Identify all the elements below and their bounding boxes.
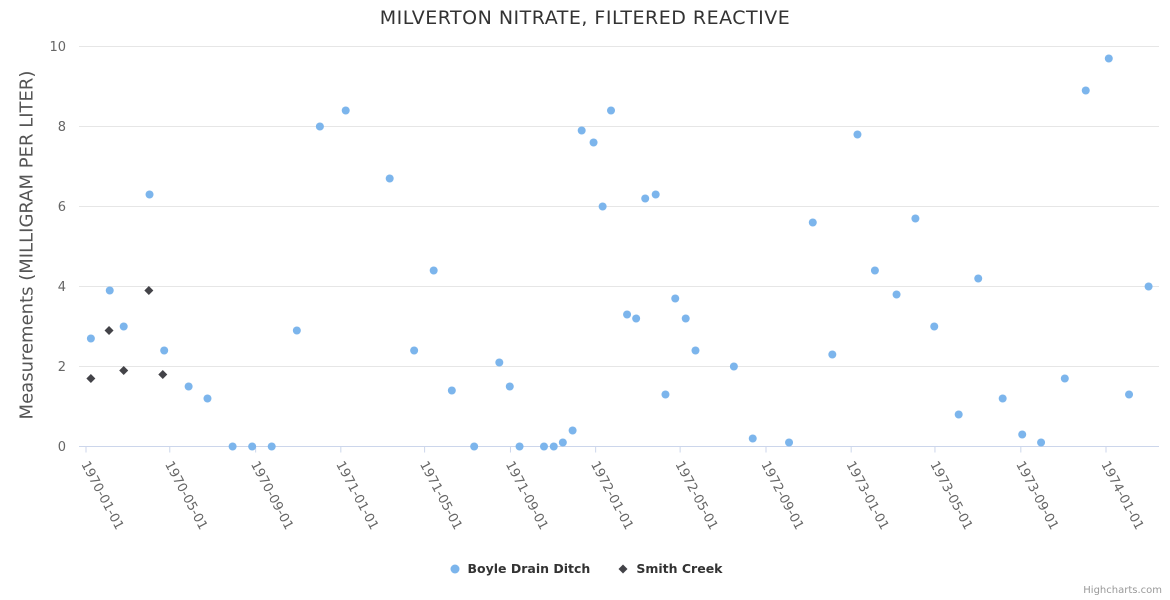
data-point[interactable]	[671, 294, 680, 303]
x-tick-label: 1971-01-01	[332, 459, 381, 533]
data-point[interactable]	[429, 266, 438, 275]
credits-link[interactable]: Highcharts.com	[1083, 585, 1162, 596]
data-point[interactable]	[930, 322, 939, 331]
x-tick-label: 1972-09-01	[757, 459, 806, 533]
data-point[interactable]	[145, 190, 154, 199]
data-point[interactable]	[292, 326, 301, 335]
data-point[interactable]	[974, 274, 983, 283]
data-point[interactable]	[828, 350, 837, 359]
x-tick-label: 1970-01-01	[77, 459, 126, 533]
x-tick-label: 1974-01-01	[1097, 459, 1146, 533]
data-point[interactable]	[641, 194, 650, 203]
y-tick-label: 6	[58, 200, 66, 215]
data-point[interactable]	[691, 346, 700, 355]
data-point[interactable]	[1144, 282, 1153, 291]
data-point[interactable]	[785, 438, 794, 447]
x-tick-label: 1973-05-01	[926, 459, 975, 533]
data-point[interactable]	[729, 362, 738, 371]
data-point[interactable]	[385, 174, 394, 183]
x-tick-label: 1970-05-01	[161, 459, 210, 533]
x-tick-label: 1973-01-01	[843, 459, 892, 533]
legend-label: Smith Creek	[636, 561, 723, 576]
data-point[interactable]	[558, 438, 567, 447]
data-point[interactable]	[661, 390, 670, 399]
data-point[interactable]	[1081, 86, 1090, 95]
chart-title: MILVERTON NITRATE, FILTERED REACTIVE	[379, 7, 791, 29]
circle-marker-icon	[450, 564, 459, 573]
data-point[interactable]	[632, 314, 641, 323]
data-point[interactable]	[607, 106, 616, 115]
x-tick-label: 1971-09-01	[502, 459, 551, 533]
data-point[interactable]	[1037, 438, 1046, 447]
data-point[interactable]	[681, 314, 690, 323]
data-point[interactable]	[470, 442, 479, 451]
data-point[interactable]	[623, 310, 632, 319]
data-point[interactable]	[505, 382, 514, 391]
data-point[interactable]	[144, 286, 154, 295]
y-tick-label: 4	[58, 280, 66, 295]
data-point[interactable]	[86, 374, 96, 383]
data-point[interactable]	[911, 214, 920, 223]
legend-label: Boyle Drain Ditch	[467, 561, 591, 576]
data-point[interactable]	[1060, 374, 1069, 383]
data-point[interactable]	[1125, 390, 1134, 399]
y-tick-label: 10	[49, 40, 66, 55]
data-point[interactable]	[892, 290, 901, 299]
data-point[interactable]	[119, 322, 128, 331]
legend: Boyle Drain Ditch Smith Creek	[0, 561, 1170, 576]
data-point[interactable]	[315, 122, 324, 131]
data-point[interactable]	[748, 434, 757, 443]
data-point[interactable]	[539, 442, 548, 451]
diamond-marker-icon	[618, 564, 628, 573]
data-point[interactable]	[1018, 430, 1027, 439]
y-tick-label: 0	[58, 440, 66, 455]
x-tick-label: 1973-09-01	[1012, 459, 1061, 533]
data-point[interactable]	[267, 442, 276, 451]
data-point[interactable]	[577, 126, 586, 135]
data-point[interactable]	[86, 334, 95, 343]
x-tick-label: 1972-05-01	[672, 459, 721, 533]
data-point[interactable]	[158, 370, 168, 379]
data-point[interactable]	[119, 366, 129, 375]
data-point[interactable]	[853, 130, 862, 139]
x-tick-label: 1971-05-01	[416, 459, 465, 533]
data-point[interactable]	[203, 394, 212, 403]
legend-item[interactable]: Boyle Drain Ditch	[448, 561, 591, 576]
y-tick-label: 8	[58, 120, 66, 135]
data-point[interactable]	[549, 442, 558, 451]
data-point[interactable]	[589, 138, 598, 147]
data-point[interactable]	[998, 394, 1007, 403]
data-point[interactable]	[495, 358, 504, 367]
data-point[interactable]	[870, 266, 879, 275]
data-point[interactable]	[1104, 54, 1113, 63]
data-point[interactable]	[105, 286, 114, 295]
data-point[interactable]	[808, 218, 817, 227]
data-point[interactable]	[248, 442, 257, 451]
data-point[interactable]	[341, 106, 350, 115]
x-tick-label: 1972-01-01	[587, 459, 636, 533]
data-point[interactable]	[447, 386, 456, 395]
data-point[interactable]	[104, 326, 114, 335]
data-point[interactable]	[160, 346, 169, 355]
data-point[interactable]	[568, 426, 577, 435]
data-point[interactable]	[515, 442, 524, 451]
x-tick-label: 1970-09-01	[247, 459, 296, 533]
data-point[interactable]	[598, 202, 607, 211]
data-point[interactable]	[410, 346, 419, 355]
data-point[interactable]	[228, 442, 237, 451]
data-point[interactable]	[954, 410, 963, 419]
data-point[interactable]	[184, 382, 193, 391]
y-tick-label: 2	[58, 360, 66, 375]
legend-item[interactable]: Smith Creek	[616, 561, 723, 576]
data-point[interactable]	[651, 190, 660, 199]
